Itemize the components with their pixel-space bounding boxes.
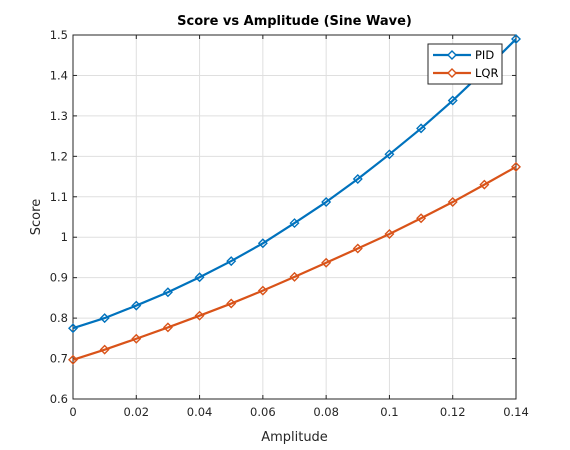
x-tick-label: 0.02 [123,405,149,419]
series-lqr [68,161,521,365]
y-axis-title: Score [29,199,44,235]
data-point-pid [321,197,332,208]
y-tick-label: 0.6 [50,392,68,406]
data-point-lqr [131,333,142,344]
data-point-lqr [99,344,110,355]
x-tick-label: 0.1 [380,405,398,419]
chart-title: Score vs Amplitude (Sine Wave) [177,14,412,29]
x-tick-label: 0 [69,405,76,419]
x-tick-label: 0.06 [250,405,276,419]
data-point-lqr [352,243,363,254]
data-point-lqr [289,271,300,282]
x-tick-label: 0.04 [187,405,213,419]
data-point-pid [289,218,300,229]
data-point-lqr [321,257,332,268]
series-line-pid [72,38,517,330]
data-point-lqr [162,322,173,333]
data-point-lqr [416,213,427,224]
data-point-lqr [479,179,490,190]
legend: PID LQR [427,43,503,85]
data-point-lqr [226,298,237,309]
y-tick-label: 0.7 [50,352,68,366]
x-tick-label: 0.12 [440,405,466,419]
legend-marker-lqr [447,68,457,78]
data-point-lqr [447,197,458,208]
data-point-lqr [257,285,268,296]
y-tick-label: 1.3 [50,109,68,123]
legend-label-pid: PID [475,48,494,62]
data-point-pid [511,34,521,45]
data-point-pid [257,238,268,249]
y-tick-label: 1 [61,230,68,244]
data-point-pid [447,95,458,106]
data-point-pid [352,173,363,184]
x-tick-label: 0.14 [503,405,529,419]
data-point-pid [162,287,173,298]
legend-item-pid: PID [433,48,494,62]
y-tick-label: 1.2 [50,149,68,163]
data-point-pid [68,323,78,334]
y-tick-label: 1.5 [50,28,68,42]
y-tick-label: 0.8 [50,311,68,325]
data-point-pid [194,272,205,283]
series-line-lqr [72,165,517,361]
x-tick-label: 0.08 [313,405,339,419]
y-tick-label: 0.9 [50,271,68,285]
data-point-lqr [194,310,205,321]
data-point-pid [384,149,395,160]
legend-box [427,43,503,85]
legend-label-lqr: LQR [475,66,498,80]
legend-item-lqr: LQR [433,66,498,80]
data-point-lqr [68,354,78,365]
data-point-pid [99,313,110,324]
plot-area [73,35,516,399]
y-tick-label: 1.4 [50,68,68,82]
data-point-pid [226,256,237,267]
data-point-pid [416,123,427,134]
data-point-lqr [384,228,395,239]
axis-ticks: 0 0.02 0.04 0.06 0.08 0.1 0.12 0.14 0.6 0.7 0.8 0.9… [50,28,529,419]
legend-marker-pid [447,50,457,60]
data-point-pid [131,300,142,311]
series-layer [68,34,521,365]
plot-frame [72,34,517,400]
data-point-lqr [511,161,521,172]
y-tick-label: 1.1 [50,190,68,204]
x-axis-title: Amplitude [261,430,328,445]
